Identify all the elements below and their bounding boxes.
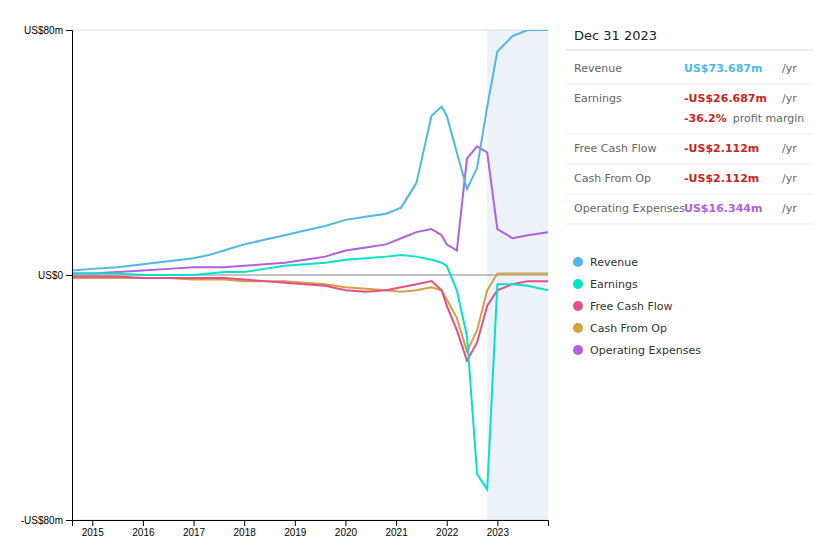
x-tick: 2020 — [335, 520, 358, 538]
y-axis: -US$80m US$0 US$80m — [21, 25, 73, 526]
info-label: Revenue — [574, 62, 622, 75]
info-suffix: /yr — [782, 62, 797, 75]
tick-label: 2023 — [487, 527, 510, 538]
tick-label: US$80m — [24, 25, 63, 36]
info-suffix: /yr — [782, 92, 797, 105]
x-tick: 2017 — [183, 520, 206, 538]
tick-label: US$0 — [38, 270, 63, 281]
legend-label: Operating Expenses — [590, 344, 701, 357]
info-value: -36.2% — [684, 112, 727, 125]
tick-mark — [345, 520, 346, 526]
info-value: US$16.344m — [684, 202, 762, 215]
info-suffix: /yr — [782, 202, 797, 215]
tick-mark — [194, 520, 195, 526]
tick-label: 2022 — [436, 527, 459, 538]
legend-swatch — [573, 279, 583, 289]
info-value: -US$2.112m — [684, 172, 759, 185]
tick-label: 2015 — [82, 527, 105, 538]
info-label: Free Cash Flow — [574, 142, 657, 155]
info-label: Earnings — [574, 92, 622, 105]
grid — [72, 30, 548, 520]
tick-mark — [396, 520, 397, 526]
tick-mark — [66, 275, 72, 276]
series-line — [72, 255, 548, 489]
x-tick: 2021 — [385, 520, 408, 538]
info-suffix: /yr — [782, 142, 797, 155]
series-line — [72, 30, 548, 270]
axis-line — [73, 521, 549, 527]
info-value: -US$26.687m — [684, 92, 767, 105]
separator — [566, 50, 814, 51]
legend-swatch — [573, 301, 583, 311]
legend-label: Cash From Op — [590, 322, 667, 335]
legend: Revenue Earnings Free Cash Flow Cash From O… — [573, 256, 701, 357]
plot-area — [72, 30, 548, 520]
chart: 2015 2016 2017 2018 2019 2020 2021 2022 2023 -US$… — [0, 0, 821, 560]
legend-label: Earnings — [590, 278, 638, 291]
info-label: Cash From Op — [574, 172, 651, 185]
legend-swatch — [573, 323, 583, 333]
legend-label: Free Cash Flow — [590, 300, 673, 313]
tick-mark — [143, 520, 144, 526]
tick-mark — [295, 520, 296, 526]
y-tick: US$0 — [38, 270, 72, 281]
axis-line — [66, 31, 73, 521]
separator — [566, 164, 814, 165]
legend-label: Revenue — [590, 256, 638, 269]
x-tick: 2016 — [132, 520, 155, 538]
x-tick: 2015 — [82, 520, 105, 538]
x-tick: 2019 — [284, 520, 307, 538]
info-suffix: profit margin — [733, 112, 805, 125]
info-value: US$73.687m — [684, 62, 762, 75]
tick-mark — [497, 520, 498, 526]
legend-item: Free Cash Flow — [573, 300, 673, 313]
legend-item: Earnings — [573, 278, 638, 291]
separator — [566, 194, 814, 195]
legend-swatch — [573, 257, 583, 267]
tick-mark — [244, 520, 245, 526]
legend-swatch — [573, 345, 583, 355]
legend-item: Revenue — [573, 256, 638, 269]
tick-label: 2018 — [234, 527, 257, 538]
separator — [566, 224, 814, 225]
info-suffix: /yr — [782, 172, 797, 185]
legend-item: Cash From Op — [573, 322, 667, 335]
separator — [566, 84, 814, 85]
y-tick: -US$80m — [21, 515, 72, 526]
tick-label: 2017 — [183, 527, 206, 538]
tick-label: 2016 — [132, 527, 155, 538]
grid-line — [72, 30, 548, 31]
separator — [566, 134, 814, 135]
legend-item: Operating Expenses — [573, 344, 701, 357]
tick-label: -US$80m — [21, 515, 63, 526]
y-tick: US$80m — [24, 25, 72, 36]
tick-label: 2020 — [335, 527, 358, 538]
tick-mark — [66, 30, 72, 31]
info-value: -US$2.112m — [684, 142, 759, 155]
info-label: Operating Expenses — [574, 202, 685, 215]
x-axis: 2015 2016 2017 2018 2019 2020 2021 2022 2023 — [73, 520, 549, 538]
x-tick: 2023 — [487, 520, 510, 538]
info-box: Dec 31 2023 Revenue US$73.687m/yr Earnings -… — [566, 28, 814, 224]
tick-mark — [92, 520, 93, 526]
tick-mark — [447, 520, 448, 526]
x-tick: 2022 — [436, 520, 459, 538]
title: Dec 31 2023 — [574, 28, 657, 43]
tick-label: 2019 — [284, 527, 307, 538]
tick-label: 2021 — [385, 527, 408, 538]
series-line — [72, 277, 548, 361]
x-tick: 2018 — [234, 520, 257, 538]
tick-mark — [66, 520, 72, 521]
